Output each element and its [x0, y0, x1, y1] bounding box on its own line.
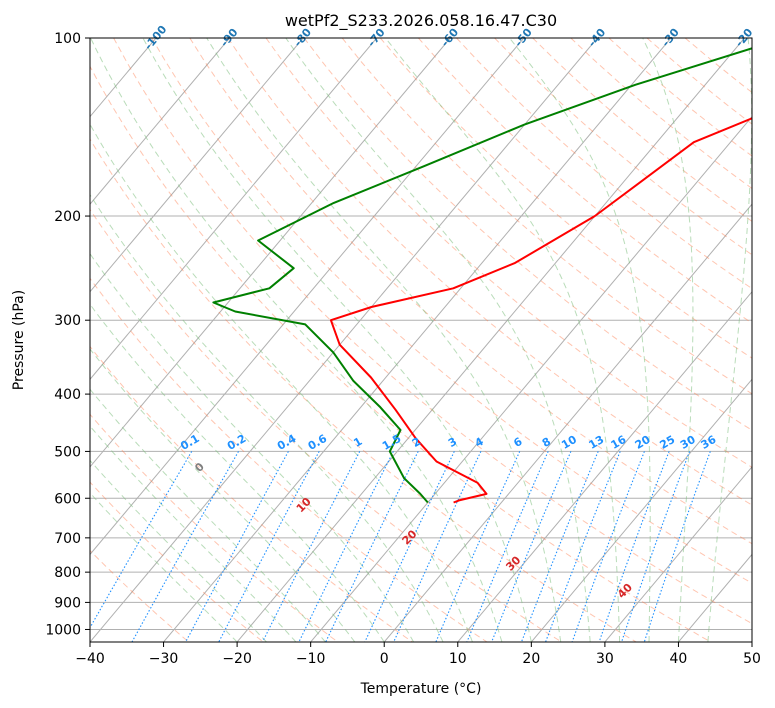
mixing-ratio-line	[571, 451, 645, 642]
moist-adiabat-line	[90, 303, 385, 642]
x-tick-label: 20	[522, 651, 540, 667]
axes: −40 −30 −20 −10 0 10 20 30 40 50 100 200 300 400 500 60…	[45, 31, 761, 667]
dry-adiabat-line	[151, 38, 752, 584]
isotherm-line	[383, 203, 752, 642]
moist-adiabat-line	[90, 388, 326, 642]
x-tick-label: 40	[670, 651, 688, 667]
mixing-ratio-line	[545, 451, 621, 642]
moist-adiabat-line	[285, 38, 591, 642]
y-tick-label: 600	[54, 491, 81, 507]
dry-adiabat-line	[265, 38, 752, 468]
skewed-isotherms	[90, 38, 752, 642]
y-tick-label: 800	[54, 565, 81, 581]
moist-adiabat-line	[385, 38, 621, 642]
moist-adiabat-line	[90, 123, 473, 642]
chart-title: wetPf2_S233.2026.058.16.47.C30	[285, 11, 557, 31]
isotherm-line	[530, 378, 752, 642]
isotherm-line	[90, 38, 525, 556]
dry-adiabat-line	[90, 413, 339, 642]
dry-adiabat-line	[90, 65, 712, 642]
isotherm-line	[90, 38, 598, 642]
y-tick-label: 300	[54, 313, 81, 329]
y-tick-label: 200	[54, 209, 81, 225]
moist-adiabat-line	[206, 38, 562, 642]
mixing-ratio-line	[262, 451, 361, 642]
x-tick-label: 10	[449, 651, 467, 667]
mixing-ratio-line	[90, 451, 193, 629]
dry-adiabat-line	[90, 549, 190, 642]
mixing-ratio-line	[185, 451, 289, 642]
y-tick-label: 500	[54, 444, 81, 460]
mixing-ratio-line	[435, 451, 521, 642]
dry-adiabat-line	[303, 38, 752, 431]
x-tick-label: 50	[743, 651, 761, 667]
x-tick-label: 30	[596, 651, 614, 667]
moist-adiabat-line	[642, 38, 694, 642]
isotherm-line	[90, 38, 230, 205]
moist-adiabat-line	[90, 38, 503, 642]
y-tick-label: 100	[54, 31, 81, 47]
moist-adiabat-line	[90, 252, 415, 642]
mixing-ratio-line	[298, 451, 394, 642]
x-tick-label: −40	[75, 651, 105, 667]
dry-adiabat-line	[90, 138, 637, 642]
isotherm-line	[457, 290, 752, 642]
isotherm-line	[604, 466, 752, 642]
dry-adiabat-line	[227, 38, 752, 506]
plot-frame	[89, 37, 753, 643]
moist-adiabat-line	[90, 348, 356, 642]
x-tick-label: −10	[296, 651, 326, 667]
isotherm-line	[90, 38, 304, 293]
moist-adiabat-line	[90, 193, 444, 642]
dewpoint-line	[212, 47, 752, 504]
dry-adiabat-line	[90, 481, 264, 642]
isotherm-line	[310, 115, 752, 642]
mixing-ratio-line	[218, 451, 320, 642]
moist-adiabat-line	[707, 38, 752, 642]
isotherm-line	[163, 38, 672, 642]
y-tick-label: 900	[54, 595, 81, 611]
dry-adiabat-line	[90, 345, 413, 642]
dry-adiabat-line	[90, 208, 562, 642]
mixing-ratio-line	[520, 451, 599, 642]
x-tick-label: 0	[380, 651, 389, 667]
dry-adiabat-line	[90, 277, 488, 642]
mixing-ratio-line	[621, 451, 691, 642]
mixing-ratio-line	[643, 451, 711, 642]
sounding-series	[212, 47, 752, 504]
y-tick-label: 1000	[45, 622, 81, 638]
x-axis-label: Temperature (°C)	[360, 681, 482, 697]
dry-adiabats	[90, 38, 752, 642]
y-tick-label: 400	[54, 387, 81, 403]
temperature-line	[329, 117, 752, 504]
dry-adiabat-line	[189, 38, 752, 545]
plot-area	[90, 38, 752, 642]
isotherm-line	[90, 38, 451, 468]
mixing-ratio-line	[466, 451, 549, 642]
dry-adiabat-line	[113, 38, 752, 625]
isotherm-line	[236, 38, 745, 642]
y-tick-label: 700	[54, 531, 81, 547]
moist-adiabats	[90, 38, 752, 642]
isotherm-line	[90, 38, 378, 381]
x-tick-label: −20	[222, 651, 252, 667]
y-axis-label: Pressure (hPa)	[11, 290, 27, 390]
mixing-ratio-line	[598, 451, 670, 642]
mixing-ratio-line	[131, 451, 239, 642]
mixing-ratio-line	[325, 451, 419, 642]
mixing-ratio-lines	[90, 451, 711, 642]
x-tick-label: −30	[149, 651, 179, 667]
moist-adiabat-line	[509, 38, 651, 642]
